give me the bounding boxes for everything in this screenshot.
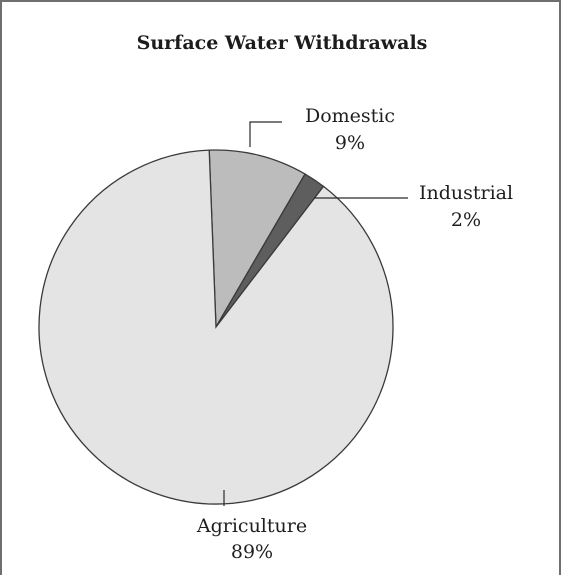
- slice-label-industrial: Industrial: [419, 182, 513, 204]
- pie-slice-domestic: [208, 149, 306, 330]
- leader-line-domestic: [249, 121, 282, 147]
- slice-label-domestic: Domestic: [305, 105, 395, 127]
- slice-value-agriculture: 89%: [231, 541, 273, 563]
- chart-title: Surface Water Withdrawals: [136, 32, 428, 54]
- slice-label-agriculture: Agriculture: [196, 515, 307, 537]
- pie-slice-agriculture: [38, 149, 394, 505]
- slice-value-domestic: 9%: [335, 132, 365, 154]
- slice-value-industrial: 2%: [451, 209, 481, 231]
